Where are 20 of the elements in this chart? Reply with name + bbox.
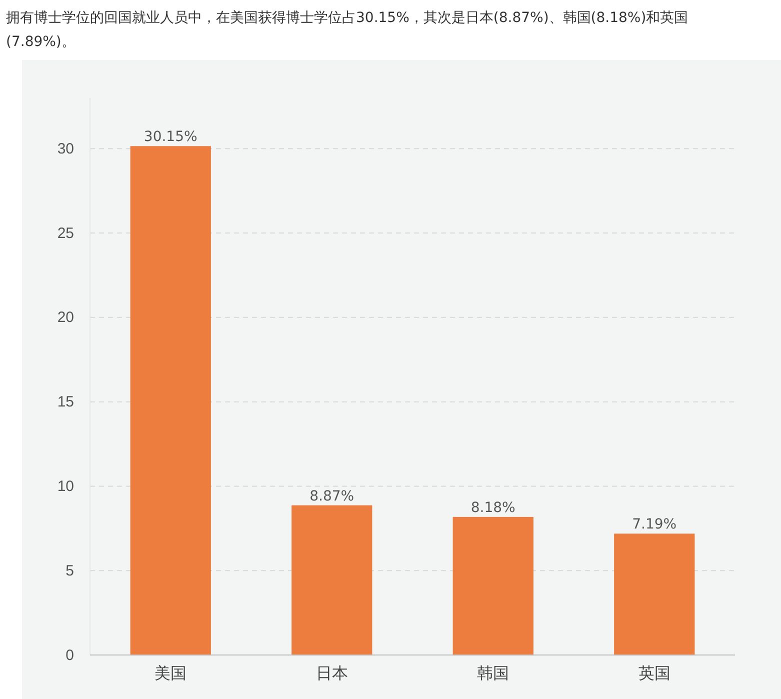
bar (452, 516, 534, 655)
x-tick-label: 美国 (154, 664, 187, 682)
data-label: 30.15% (144, 129, 198, 146)
data-label: 8.18% (470, 500, 516, 516)
data-label: 7.19% (632, 516, 677, 533)
x-tick-label: 英国 (638, 664, 670, 682)
bar (292, 505, 372, 655)
bar (130, 146, 211, 655)
y-tick-label: 10 (57, 478, 74, 496)
y-tick-label: 0 (66, 646, 74, 664)
bar (614, 534, 695, 655)
chart-title: 拥有博士学位的回国就业人员中，在美国获得博士学位占30.15%，其次是日本(8.87%)、韩国(8.18%)和英国(7.89%)。 (6, 9, 690, 52)
y-tick-label: 15 (57, 394, 74, 411)
y-tick-label: 20 (57, 309, 74, 326)
x-tick-label: 韩国 (477, 664, 510, 682)
y-tick-label: 30 (57, 140, 74, 158)
y-tick-label: 25 (57, 224, 74, 242)
x-tick-label: 日本 (316, 664, 348, 682)
y-tick-label: 5 (66, 562, 74, 580)
data-label: 8.87% (310, 488, 354, 504)
